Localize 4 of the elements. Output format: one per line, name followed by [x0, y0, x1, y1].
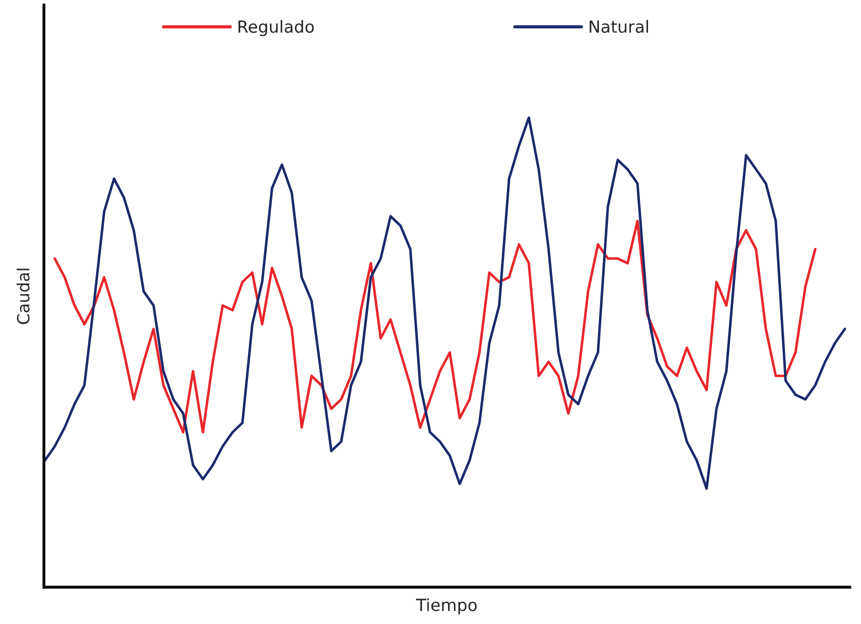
- y-axis-title: Caudal: [16, 268, 30, 324]
- legend-label: Regulado: [238, 20, 314, 36]
- legend-label: Natural: [590, 20, 648, 33]
- x-axis-title: Tiempo: [416, 598, 477, 614]
